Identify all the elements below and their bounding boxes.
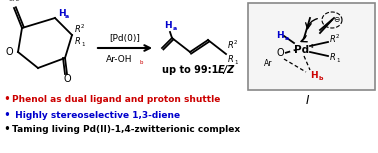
Text: Ar: Ar: [264, 58, 272, 67]
Text: O: O: [5, 47, 13, 57]
Text: =CH$_2$: =CH$_2$: [4, 0, 20, 4]
Text: H: H: [310, 71, 318, 80]
Text: R: R: [228, 41, 234, 50]
Text: a: a: [65, 15, 69, 19]
Text: Highly stereoselective 1,3-diene: Highly stereoselective 1,3-diene: [12, 110, 180, 119]
Text: a: a: [173, 26, 177, 30]
Text: R: R: [330, 54, 336, 62]
Text: up to 99:1: up to 99:1: [162, 65, 222, 75]
Text: •: •: [3, 108, 10, 121]
Text: H: H: [276, 32, 284, 41]
Text: a: a: [285, 37, 289, 41]
Text: R: R: [228, 56, 234, 65]
Text: I: I: [305, 93, 309, 106]
Text: 2: 2: [234, 41, 237, 45]
Text: R: R: [75, 24, 81, 34]
Text: b: b: [139, 60, 143, 65]
Text: Taming living Pd(II)-1,4-zwitterionic complex: Taming living Pd(II)-1,4-zwitterionic co…: [12, 125, 240, 134]
Text: 1: 1: [81, 43, 85, 47]
Text: O: O: [63, 74, 71, 84]
Text: b: b: [319, 75, 323, 80]
Text: Ar-OH: Ar-OH: [106, 56, 132, 65]
Text: ⊖: ⊖: [333, 15, 339, 24]
Text: E/Z: E/Z: [217, 65, 235, 75]
Text: 1: 1: [234, 60, 237, 65]
Text: •: •: [3, 123, 10, 136]
Text: Phenol as dual ligand and proton shuttle: Phenol as dual ligand and proton shuttle: [12, 95, 220, 104]
Text: R: R: [75, 37, 81, 47]
Text: H: H: [164, 21, 172, 30]
Text: •: •: [3, 93, 10, 106]
Text: O: O: [276, 48, 284, 58]
Text: Pd: Pd: [294, 45, 310, 55]
Text: 2: 2: [336, 34, 339, 39]
FancyBboxPatch shape: [248, 3, 375, 90]
Text: H: H: [58, 9, 66, 19]
Text: 2: 2: [81, 24, 85, 28]
Text: 1: 1: [336, 58, 339, 63]
Text: R: R: [330, 35, 336, 45]
Text: II: II: [310, 45, 314, 50]
Text: [Pd(0)]: [Pd(0)]: [110, 34, 141, 43]
